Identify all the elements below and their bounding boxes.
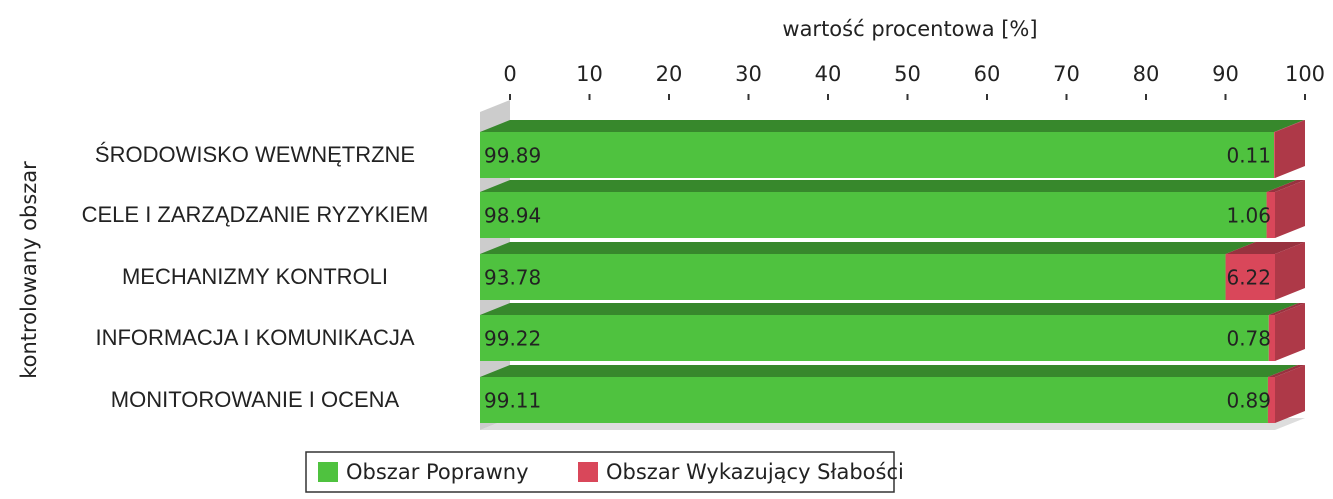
x-tick-label: 30 — [735, 62, 762, 86]
bar-side — [1275, 303, 1305, 361]
bar — [1225, 254, 1275, 300]
y-tick-label: CELE I ZARZĄDZANIE RYZYKIEM — [81, 202, 429, 227]
x-tick-label: 80 — [1133, 62, 1160, 86]
data-label: 0.89 — [1226, 389, 1271, 413]
data-label: 99.89 — [484, 144, 541, 168]
x-tick-label: 0 — [503, 62, 516, 86]
x-tick-label: 20 — [656, 62, 683, 86]
legend-label: Obszar Poprawny — [346, 460, 529, 484]
legend-box — [305, 451, 895, 493]
x-tick-label: 50 — [894, 62, 921, 86]
x-tick-label: 90 — [1212, 62, 1239, 86]
data-label: 93.78 — [484, 266, 541, 290]
bar-side — [1275, 365, 1305, 423]
bar-top — [480, 180, 1297, 192]
legend-swatch — [578, 462, 598, 482]
x-tick-label: 40 — [815, 62, 842, 86]
bar — [480, 377, 1268, 423]
category-label-box: INFORMACJA I KOMUNIKACJA — [95, 325, 415, 350]
x-tick-label: 10 — [576, 62, 603, 86]
y-tick-label: ŚRODOWISKO WEWNĘTRZNE — [94, 142, 416, 167]
data-label: 99.22 — [484, 327, 541, 351]
bar — [1274, 132, 1275, 178]
data-label: 99.11 — [484, 389, 541, 413]
bar-side — [1275, 180, 1305, 238]
bar-top — [1225, 242, 1305, 254]
bar — [1268, 315, 1275, 361]
category-label-box: CELE I ZARZĄDZANIE RYZYKIEM — [81, 202, 429, 227]
y-tick-label: MECHANIZMY KONTROLI — [121, 264, 389, 289]
x-tick-label: 100 — [1285, 62, 1325, 86]
data-label: 0.78 — [1226, 327, 1271, 351]
bar — [480, 192, 1267, 238]
bar — [1267, 377, 1275, 423]
bar — [480, 132, 1275, 178]
bar-top — [1267, 365, 1305, 377]
data-label: 98.94 — [484, 204, 541, 228]
data-label: 6.22 — [1226, 266, 1271, 290]
bar — [1266, 192, 1275, 238]
bar-top — [480, 303, 1299, 315]
y-axis-title: kontrolowany obszar — [17, 161, 41, 379]
category-label-box: MONITOROWANIE I OCENA — [110, 387, 400, 412]
category-label-box: ŚRODOWISKO WEWNĘTRZNE — [94, 142, 416, 167]
legend-swatch — [318, 462, 338, 482]
bar — [480, 315, 1269, 361]
bar-top — [480, 242, 1256, 254]
category-label-box: MECHANIZMY KONTROLI — [121, 264, 389, 289]
data-label: 1.06 — [1226, 204, 1271, 228]
bar-side — [1275, 120, 1305, 178]
x-tick-label: 70 — [1053, 62, 1080, 86]
legend-label: Obszar Wykazujący Słabości — [606, 460, 904, 484]
bar — [480, 254, 1226, 300]
y-tick-label: MONITOROWANIE I OCENA — [110, 387, 400, 412]
bar-side — [1275, 242, 1305, 300]
x-tick-label: 60 — [974, 62, 1001, 86]
data-label: 0.11 — [1226, 144, 1271, 168]
bar-top — [1274, 120, 1305, 132]
bar-top — [480, 120, 1305, 132]
bar-top — [1266, 180, 1305, 192]
y-tick-label: INFORMACJA I KOMUNIKACJA — [95, 325, 415, 350]
bar-top — [1268, 303, 1305, 315]
bar-top — [480, 365, 1298, 377]
x-axis-title: wartość procentowa [%] — [782, 17, 1037, 41]
